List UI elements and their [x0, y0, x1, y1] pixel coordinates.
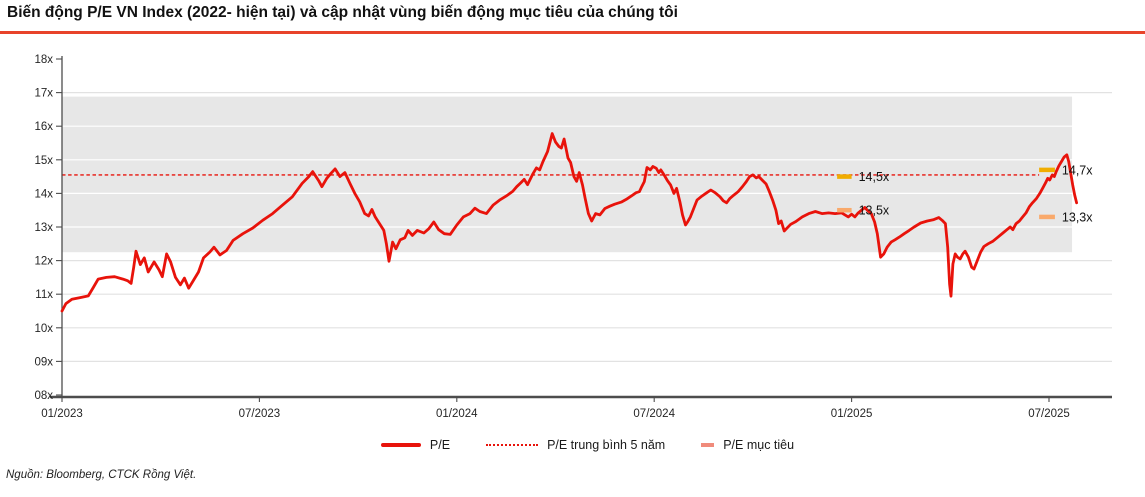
- svg-text:01/2023: 01/2023: [41, 408, 83, 420]
- svg-text:09x: 09x: [34, 356, 53, 368]
- svg-text:07/2024: 07/2024: [633, 408, 675, 420]
- svg-text:07/2023: 07/2023: [239, 408, 281, 420]
- svg-text:13,3x: 13,3x: [1062, 210, 1093, 224]
- svg-text:01/2025: 01/2025: [831, 408, 873, 420]
- source-note: Nguồn: Bloomberg, CTCK Rồng Việt.: [6, 469, 197, 481]
- svg-text:16x: 16x: [34, 121, 53, 133]
- svg-text:08x: 08x: [34, 390, 53, 402]
- legend-item-target: P/E mục tiêu: [701, 438, 794, 452]
- average-line-swatch: [486, 444, 539, 446]
- svg-text:14,7x: 14,7x: [1062, 163, 1093, 177]
- target-dash-swatch: [701, 443, 715, 447]
- pe-line-chart: 08x 09x 10x 11x 12x 13x 14x 15x 16x 17x 18x 01/2023…: [34, 54, 1112, 420]
- title-underline: [0, 31, 1145, 34]
- svg-text:12x: 12x: [34, 256, 53, 268]
- page-title: Biến động P/E VN Index (2022- hiện tại) …: [7, 4, 678, 21]
- svg-text:01/2024: 01/2024: [436, 408, 478, 420]
- svg-text:14,5x: 14,5x: [859, 170, 890, 184]
- svg-text:14x: 14x: [34, 188, 53, 200]
- legend-item-pe: P/E: [380, 438, 451, 452]
- svg-text:10x: 10x: [34, 323, 53, 335]
- svg-text:13x: 13x: [34, 222, 53, 234]
- svg-text:17x: 17x: [34, 88, 53, 100]
- legend-label-pe: P/E: [429, 438, 451, 452]
- svg-text:18x: 18x: [34, 54, 53, 66]
- svg-text:11x: 11x: [35, 289, 53, 301]
- legend-label-average: P/E trung bình 5 năm: [547, 438, 666, 452]
- svg-text:13,5x: 13,5x: [859, 204, 890, 218]
- legend-item-average: P/E trung bình 5 năm: [486, 438, 665, 452]
- chart-legend: P/E P/E trung bình 5 năm P/E mục tiêu: [0, 438, 1145, 452]
- pe-line-swatch: [380, 443, 421, 447]
- svg-text:15x: 15x: [34, 155, 53, 167]
- legend-label-target: P/E mục tiêu: [723, 438, 795, 452]
- svg-text:07/2025: 07/2025: [1028, 408, 1070, 420]
